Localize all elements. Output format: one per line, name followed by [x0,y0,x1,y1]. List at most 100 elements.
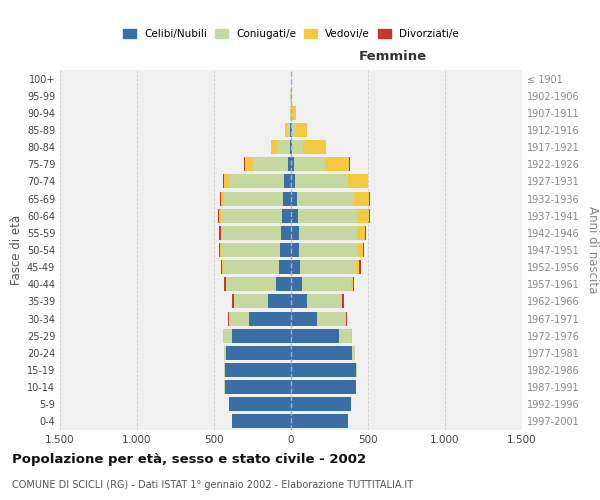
Bar [225,363,291,377]
Bar [291,140,292,154]
Bar [307,294,341,308]
Bar [221,226,223,240]
Y-axis label: Fasce di età: Fasce di età [10,215,23,285]
Bar [220,192,221,205]
Bar [298,208,358,222]
Bar [223,260,278,274]
Bar [291,123,292,137]
Bar [359,260,361,274]
Bar [223,328,232,342]
Bar [224,278,226,291]
Bar [287,123,290,137]
Bar [342,294,344,308]
Bar [351,278,353,291]
Bar [291,208,298,222]
Bar [222,208,282,222]
Bar [221,192,224,205]
Bar [284,174,291,188]
Bar [346,312,347,326]
Bar [223,226,281,240]
Bar [268,294,291,308]
Bar [339,328,351,342]
Bar [294,158,325,172]
Bar [225,380,291,394]
Bar [232,294,233,308]
Bar [291,328,339,342]
Bar [295,174,347,188]
Text: Popolazione per età, sesso e stato civile - 2002: Popolazione per età, sesso e stato civil… [12,452,366,466]
Bar [291,380,356,394]
Bar [290,123,291,137]
Bar [299,226,357,240]
Bar [291,158,294,172]
Bar [224,346,226,360]
Bar [218,208,220,222]
Bar [300,260,356,274]
Bar [229,312,250,326]
Bar [291,278,302,291]
Bar [291,174,295,188]
Bar [220,243,222,257]
Bar [278,260,291,274]
Bar [357,226,365,240]
Bar [353,278,355,291]
Bar [369,208,370,222]
Bar [253,158,288,172]
Bar [362,243,364,257]
Bar [291,414,348,428]
Bar [292,123,295,137]
Bar [291,346,352,360]
Text: Femmine: Femmine [359,50,427,63]
Bar [220,208,222,222]
Bar [291,243,299,257]
Bar [277,140,290,154]
Bar [291,398,351,411]
Bar [223,174,224,188]
Bar [297,192,354,205]
Bar [352,346,355,360]
Bar [275,278,291,291]
Bar [292,106,296,120]
Bar [302,278,351,291]
Bar [285,123,287,137]
Bar [365,226,367,240]
Bar [282,208,291,222]
Y-axis label: Anni di nascita: Anni di nascita [586,206,599,294]
Bar [229,398,291,411]
Bar [356,363,357,377]
Bar [281,226,291,240]
Bar [295,123,307,137]
Bar [325,158,349,172]
Text: COMUNE DI SCICLI (RG) - Dati ISTAT 1° gennaio 2002 - Elaborazione TUTTITALIA.IT: COMUNE DI SCICLI (RG) - Dati ISTAT 1° ge… [12,480,413,490]
Bar [290,140,291,154]
Bar [291,260,300,274]
Bar [341,294,342,308]
Bar [358,208,369,222]
Bar [271,140,277,154]
Bar [291,226,299,240]
Bar [317,312,346,326]
Bar [232,414,291,428]
Bar [222,243,280,257]
Bar [226,278,275,291]
Bar [358,243,362,257]
Bar [288,158,291,172]
Bar [347,174,368,188]
Bar [234,294,268,308]
Bar [220,226,221,240]
Bar [219,243,220,257]
Bar [221,260,223,274]
Bar [369,192,370,205]
Bar [283,192,291,205]
Bar [280,243,291,257]
Bar [292,140,303,154]
Bar [245,158,253,172]
Bar [224,192,283,205]
Bar [299,243,358,257]
Bar [230,174,284,188]
Bar [291,312,317,326]
Bar [291,294,307,308]
Bar [232,328,291,342]
Bar [354,192,369,205]
Bar [250,312,291,326]
